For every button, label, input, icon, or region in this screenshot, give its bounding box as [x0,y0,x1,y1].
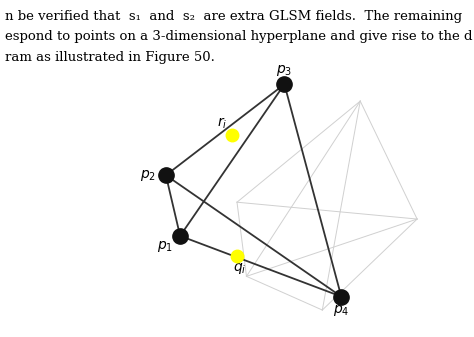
Text: $q_i$: $q_i$ [233,261,246,276]
Text: n be verified that  s₁  and  s₂  are extra GLSM fields.  The remaining: n be verified that s₁ and s₂ are extra G… [5,10,462,23]
Text: $r_i$: $r_i$ [217,116,228,131]
Text: espond to points on a 3-dimensional hyperplane and give rise to the d: espond to points on a 3-dimensional hype… [5,30,472,43]
Text: ram as illustrated in Figure 50.: ram as illustrated in Figure 50. [5,51,215,64]
Text: $p_3$: $p_3$ [276,62,292,78]
Text: $p_4$: $p_4$ [333,303,349,318]
Text: $p_1$: $p_1$ [157,239,173,254]
Text: $p_2$: $p_2$ [140,168,156,183]
